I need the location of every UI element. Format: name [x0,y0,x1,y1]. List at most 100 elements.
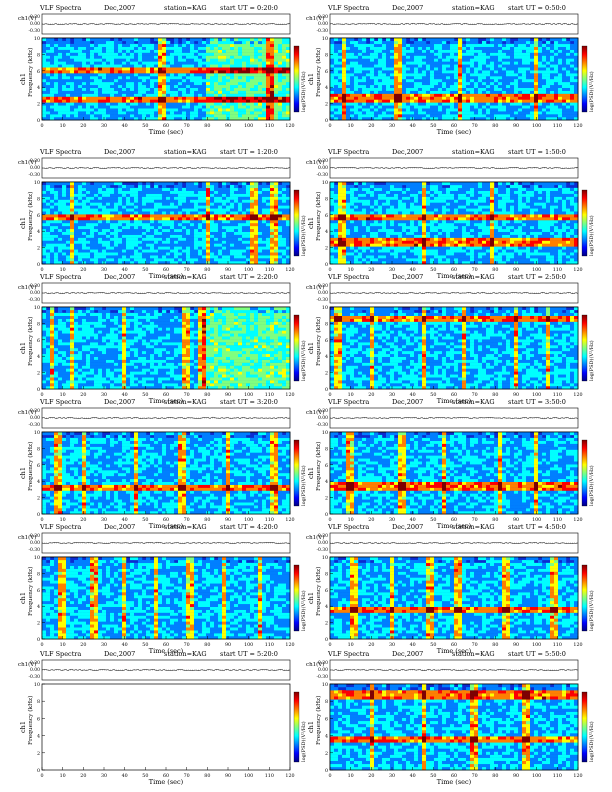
spectrogram-cell [210,73,215,77]
spectrogram-cell [118,90,123,94]
spectrogram-cell [426,90,431,94]
spectrogram-cell [162,81,167,86]
spectrogram-cell [330,55,335,59]
spectrogram-cell [82,258,87,262]
spectrogram-cell [466,61,471,65]
spectrogram-cell [138,52,143,56]
spectrogram-cell [170,228,175,232]
spectrogram-cell [74,40,79,45]
spectrogram-cell [178,246,183,250]
spectrogram-cell [186,220,191,224]
spectrogram-cell [402,108,407,112]
spectrogram-cell [178,193,183,197]
spectrogram-cell [154,90,159,94]
spectrogram-cell [138,99,143,103]
spectrogram-cell [158,252,163,256]
spectrogram-cell [210,84,215,88]
spectrogram-cell [502,55,507,59]
spectrogram-cell [86,237,91,241]
spectrogram-cell [554,70,559,74]
spectrogram-cell [370,58,375,62]
spectrogram-cell [162,220,167,224]
spectrogram-cell [142,38,147,42]
spectrogram-cell [170,255,175,259]
spectrogram-cell [274,43,279,47]
spectrogram-cell [338,67,343,71]
spectrogram-cell [118,252,123,256]
spectrogram-cell [146,96,151,100]
spectrogram-cell [58,202,63,206]
spectrogram-cell [42,55,47,59]
spectrogram-cell [466,93,471,97]
spectrogram-cell [126,255,131,259]
spectrogram-cell [134,87,139,91]
spectrogram-cell [134,214,139,218]
spectrogram-cell [70,243,75,247]
spectrogram-cell [46,108,51,112]
spectrogram-cell [78,255,83,259]
spectrogram-cell [198,64,203,68]
spectrogram-cell [158,90,163,94]
spectrogram-cell [198,202,203,206]
spectrogram-cell [110,84,115,88]
spectrogram-cell [98,111,103,115]
spectrogram-cell [150,246,155,250]
spectrogram-cell [218,208,223,212]
spectrogram-cell [246,117,251,121]
spectrogram-cell [226,90,231,94]
spectrogram-cell [94,211,99,215]
spectrogram-cell [194,190,199,194]
spectrogram-cell [106,40,111,45]
spectrogram-cell [434,49,439,53]
spectrogram-cell [202,246,207,250]
spectrogram-cell [86,240,91,244]
spectrogram-cell [194,234,199,238]
spectrogram-cell [42,225,47,230]
spectrogram-cell [166,214,171,218]
spectrogram-cell [494,70,499,74]
spectrogram-cell [162,208,167,212]
spectrogram-cell [126,99,131,103]
spectrogram-cell [434,105,439,109]
spectrogram-cell [234,99,239,103]
spectrogram-cell [538,64,543,68]
spectrogram-cell [158,214,163,218]
spectrogram-cell [66,117,71,121]
spectrogram-cell [562,96,567,100]
spectrogram-cell [194,70,199,74]
spectrogram-cell [70,61,75,65]
spectrogram-cell [378,38,383,42]
spectrogram-cell [542,111,547,115]
spectrogram-cell [386,43,391,47]
spectrogram-cell [462,93,467,97]
spectrogram-cell [434,46,439,50]
spectrogram-cell [118,240,123,244]
spectrogram-cell [366,81,371,86]
spectrogram-cell [366,55,371,59]
spectrogram-cell [54,225,59,230]
spectrogram-cell [362,79,367,83]
spectrogram-cell [78,111,83,115]
spectrogram-cell [162,190,167,194]
spectrogram-cell [210,90,215,94]
spectrogram-cell [218,243,223,247]
spectrogram-cell [78,38,83,42]
spectrogram-cell [58,211,63,215]
spectrogram-cell [126,87,131,91]
colorbar [293,45,300,113]
spectrogram-cell [118,79,123,83]
spectrogram-cell [166,249,171,253]
spectrogram-cell [254,81,259,86]
spectrogram-cell [566,117,571,121]
spectrogram-cell [42,199,47,203]
spectrogram-cell [346,40,351,45]
spectrogram-cell [334,105,339,109]
spectrogram-cell [238,38,243,42]
spectrogram-cell [246,114,251,118]
spectrogram-cell [526,90,531,94]
spectrogram-cell [86,87,91,91]
spectrogram-cell [330,38,335,42]
spectrogram-cell [542,99,547,103]
spectrogram-cell [282,40,287,45]
spectrogram-cell [274,84,279,88]
